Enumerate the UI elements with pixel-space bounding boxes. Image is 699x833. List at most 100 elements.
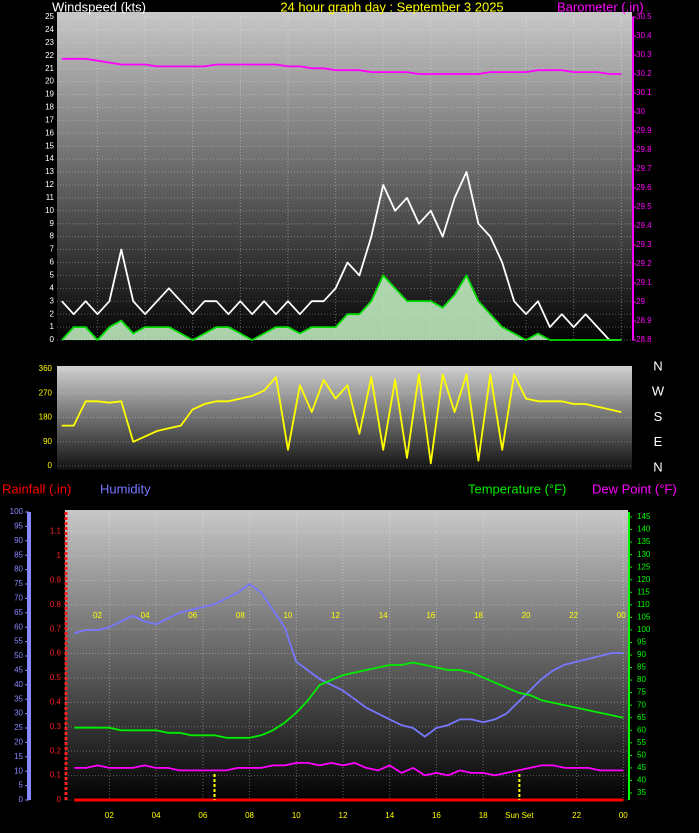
y3-tick-label: 0 <box>19 795 24 804</box>
y-tick-label: 23 <box>45 38 54 47</box>
y3-tick-label: 15 <box>14 752 23 761</box>
y2-tick-label: 90 <box>637 650 646 659</box>
series-area <box>61 275 622 340</box>
y-tick-label: 1 <box>50 322 55 331</box>
y2-tick-label: 30 <box>636 107 645 116</box>
compass-label: S <box>654 409 663 424</box>
y-tick-label: 11 <box>46 193 55 202</box>
y-tick-label: 0.9 <box>50 575 62 584</box>
y3-tick-label: 100 <box>10 507 24 516</box>
panel-temperature <box>65 510 628 803</box>
x-tick-label: 18 <box>474 611 483 620</box>
series-line <box>61 274 622 341</box>
y3-tick-label: 10 <box>14 766 23 775</box>
series-line <box>74 583 624 738</box>
y2-tick-label: 29 <box>636 297 645 306</box>
y2-tick-label: 30.3 <box>636 50 652 59</box>
x-tick-label: 12 <box>339 811 348 820</box>
compass-label: N <box>653 358 662 373</box>
x-tick-label: 00 <box>619 811 628 820</box>
y3-tick-label: 35 <box>14 694 23 703</box>
y-axis-title: Windspeed (kts) <box>52 0 146 14</box>
y-tick-label: 5 <box>50 271 55 280</box>
series-line <box>61 373 622 465</box>
y2-tick-label: 30.5 <box>636 12 652 21</box>
x-tick-label: 10 <box>292 811 301 820</box>
y3-tick-label: 50 <box>14 651 23 660</box>
legend-temperature: Temperature (°F) <box>468 481 566 496</box>
y-tick-label: 18 <box>45 103 54 112</box>
x-tick-label: 06 <box>188 611 197 620</box>
y-tick-label: 0.2 <box>50 746 62 755</box>
y2-tick-label: 29.7 <box>636 164 652 173</box>
y-tick-label: 0 <box>48 461 53 470</box>
x-tick-label: 16 <box>426 611 435 620</box>
x-tick-label: 14 <box>379 611 388 620</box>
y3-tick-label: 60 <box>14 622 23 631</box>
y-tick-label: 15 <box>45 141 54 150</box>
y-tick-label: 3 <box>50 296 55 305</box>
y-tick-label: 1.1 <box>50 527 62 536</box>
y-tick-label: 1 <box>57 551 62 560</box>
y2-tick-label: 60 <box>637 725 646 734</box>
x-tick-label: 16 <box>432 811 441 820</box>
y2-tick-label: 40 <box>637 776 646 785</box>
y2-tick-label: 28.9 <box>636 316 652 325</box>
y3-tick-label: 5 <box>19 781 24 790</box>
y3-tick-label: 85 <box>14 550 23 559</box>
y2-tick-label: 35 <box>637 788 646 797</box>
y-tick-label: 0.7 <box>50 624 62 633</box>
y2-tick-label: 130 <box>637 550 651 559</box>
y3-tick-label: 90 <box>14 536 23 545</box>
x-tick-label: 18 <box>479 811 488 820</box>
y-tick-label: 0.6 <box>50 649 62 658</box>
y2-tick-label: 29.8 <box>636 145 652 154</box>
y2-tick-label: 29.5 <box>636 202 652 211</box>
x-tick-label: 22 <box>572 811 581 820</box>
y-tick-label: 20 <box>45 77 54 86</box>
y2-tick-label: 29.9 <box>636 126 652 135</box>
y2-tick-label: 110 <box>637 600 650 609</box>
y3-tick-label: 25 <box>14 723 23 732</box>
y2-tick-label: 29.6 <box>636 183 652 192</box>
y-tick-label: 12 <box>45 180 54 189</box>
y-tick-label: 14 <box>45 154 54 163</box>
y3-tick-label: 80 <box>14 565 23 574</box>
y-tick-label: 17 <box>45 115 54 124</box>
y-tick-label: 9 <box>50 219 55 228</box>
y-tick-label: 10 <box>45 206 54 215</box>
x-tick-label: 22 <box>569 611 578 620</box>
y2-axis-title: Barometer (.in) <box>557 0 644 14</box>
compass-label: E <box>654 434 663 449</box>
y3-tick-label: 40 <box>14 680 23 689</box>
x-tick-label: 12 <box>331 611 340 620</box>
y3-tick-label: 70 <box>14 594 23 603</box>
y-tick-label: 6 <box>50 258 55 267</box>
x-tick-label: 02 <box>93 611 102 620</box>
y-tick-label: 270 <box>39 388 53 397</box>
y2-tick-label: 29.4 <box>636 221 652 230</box>
compass-label: W <box>652 384 665 399</box>
y2-tick-label: 30.1 <box>636 88 652 97</box>
series-line <box>74 762 624 777</box>
legend-dew-point: Dew Point (°F) <box>592 481 677 496</box>
sunset-label: Sun Set <box>505 811 534 820</box>
series-line <box>74 661 624 739</box>
y2-tick-label: 30.2 <box>636 69 652 78</box>
y3-tick-label: 75 <box>14 579 23 588</box>
y-tick-label: 0.3 <box>50 722 62 731</box>
y-tick-label: 0.8 <box>50 600 62 609</box>
y2-tick-label: 45 <box>637 763 646 772</box>
y2-tick-label: 55 <box>637 738 646 747</box>
y-tick-label: 0 <box>57 795 62 804</box>
x-tick-label: 06 <box>198 811 207 820</box>
y2-tick-label: 120 <box>637 575 651 584</box>
y-tick-label: 0.5 <box>50 673 62 682</box>
panel-direction <box>57 366 632 470</box>
y2-tick-label: 140 <box>637 525 651 534</box>
y2-tick-label: 30.4 <box>636 31 652 40</box>
panel-wind <box>57 12 632 347</box>
y2-tick-label: 29.3 <box>636 240 652 249</box>
